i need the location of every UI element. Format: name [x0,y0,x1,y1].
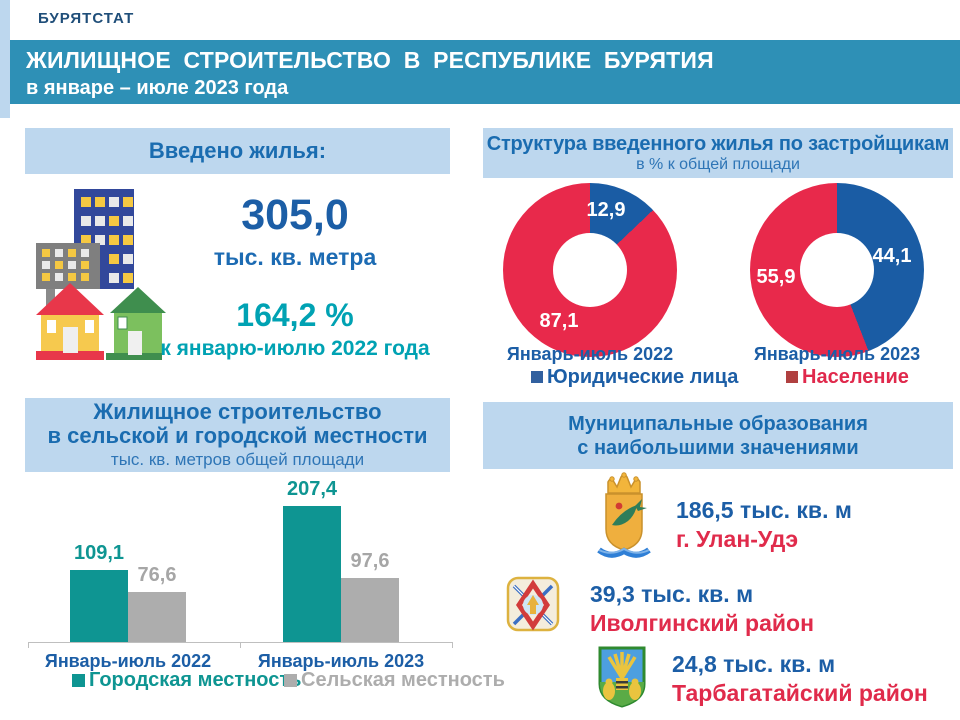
legend-item-population: Население [786,366,909,389]
bar-value-label: 207,4 [286,478,338,500]
municipal-value: 24,8 тыс. кв. м [672,651,836,677]
rural-urban-panel-header: Жилищное строительство в сельской и горо… [25,398,450,472]
rural-urban-title-line1: Жилищное строительство [93,399,382,424]
tarbagataysky-coat-of-arms-icon [598,646,646,708]
donut-value-label: 55,9 [756,266,796,288]
rural-urban-subtitle: тыс. кв. метров общей площади [110,450,365,469]
axis-tick [240,642,241,648]
municipal-row-ulan-ude: 186,5 тыс. кв. м г. Улан-Удэ [676,496,852,554]
bar-category-2023: Январь-июль 2023 [257,651,425,671]
logo: БУРЯТСТАТ [38,10,135,27]
bar-urban-2023 [283,506,341,642]
total-housing-value: 305,0 [241,191,349,239]
bar-value-label: 109,1 [73,542,125,564]
intro-panel-header: Введено жилья: [25,128,450,174]
legend-swatch [531,371,543,383]
structure-panel-header: Структура введенного жилья по застройщик… [483,128,953,178]
bar-urban-2022 [70,570,128,642]
bar-category-2022: Январь-июль 2022 [44,651,212,671]
growth-percent-caption: к январю-июлю 2022 года [160,337,430,360]
municipal-panel-header: Муниципальные образования с наибольшими … [483,402,953,469]
bar-rural-2023 [341,578,399,642]
page-title: ЖИЛИЩНОЕ СТРОИТЕЛЬСТВО В РЕСПУБЛИКЕ БУРЯ… [26,47,714,73]
donut-caption-2022: Январь-июль 2022 [506,344,674,364]
municipal-value: 186,5 тыс. кв. м [676,497,852,523]
page-subtitle: в январе – июле 2023 года [26,77,289,99]
municipal-row-tarbagataysky: 24,8 тыс. кв. м Тарбагатайский район [672,650,928,708]
growth-percent: 164,2 % [236,297,354,333]
donut-value-label: 44,1 [872,245,912,267]
legend-label: Городская местность [89,669,302,691]
structure-panel-subtitle: в % к общей площади [636,155,800,173]
donut-value-label: 12,9 [586,199,626,221]
municipal-name: г. Улан-Удэ [676,526,799,552]
municipal-name: Иволгинский район [590,610,814,636]
structure-panel-title: Структура введенного жилья по застройщик… [486,132,950,155]
title-bar: ЖИЛИЩНОЕ СТРОИТЕЛЬСТВО В РЕСПУБЛИКЕ БУРЯ… [10,40,960,104]
intro-figures: 305,0 тыс. кв. метра 164,2 % к январю-ию… [150,194,440,361]
left-accent-stripe [0,0,10,118]
buildings-and-houses-icon [36,189,166,360]
donut-caption-2023: Январь-июль 2023 [753,344,921,364]
legend-item-rural: Сельская местность [284,669,505,692]
legend-label: Сельская местность [301,669,505,691]
donut-value-label: 87,1 [539,310,579,332]
ivolginsky-coat-of-arms-icon [506,576,560,632]
municipal-row-ivolginsky: 39,3 тыс. кв. м Иволгинский район [590,580,814,638]
legend-label: Юридические лица [547,366,739,388]
legend-swatch [72,674,85,687]
axis-tick [452,642,453,648]
axis-tick [28,642,29,648]
municipal-title-line2: с наибольшими значениями [577,436,859,459]
legend-swatch [786,371,798,383]
legend-swatch [284,674,297,687]
ulan-ude-coat-of-arms-icon [597,472,651,558]
municipal-title-line1: Муниципальные образования [568,412,868,435]
rural-urban-title-line2: в сельской и городской местности [47,423,428,448]
bar-value-label: 97,6 [350,550,390,572]
bar-value-label: 76,6 [137,564,177,586]
legend-label: Население [802,366,909,388]
bar-chart: 109,1 76,6 207,4 97,6 [28,478,452,642]
bar-rural-2022 [128,592,186,642]
donut-chart-2022 [503,183,677,357]
municipal-value: 39,3 тыс. кв. м [590,581,754,607]
intro-panel-title: Введено жилья: [148,138,327,163]
legend-item-urban: Городская местность [72,669,301,692]
donut-chart-2023 [750,183,924,357]
municipal-name: Тарбагатайский район [672,680,928,706]
total-housing-unit: тыс. кв. метра [213,244,377,270]
legend-item-legal-entities: Юридические лица [531,366,738,389]
